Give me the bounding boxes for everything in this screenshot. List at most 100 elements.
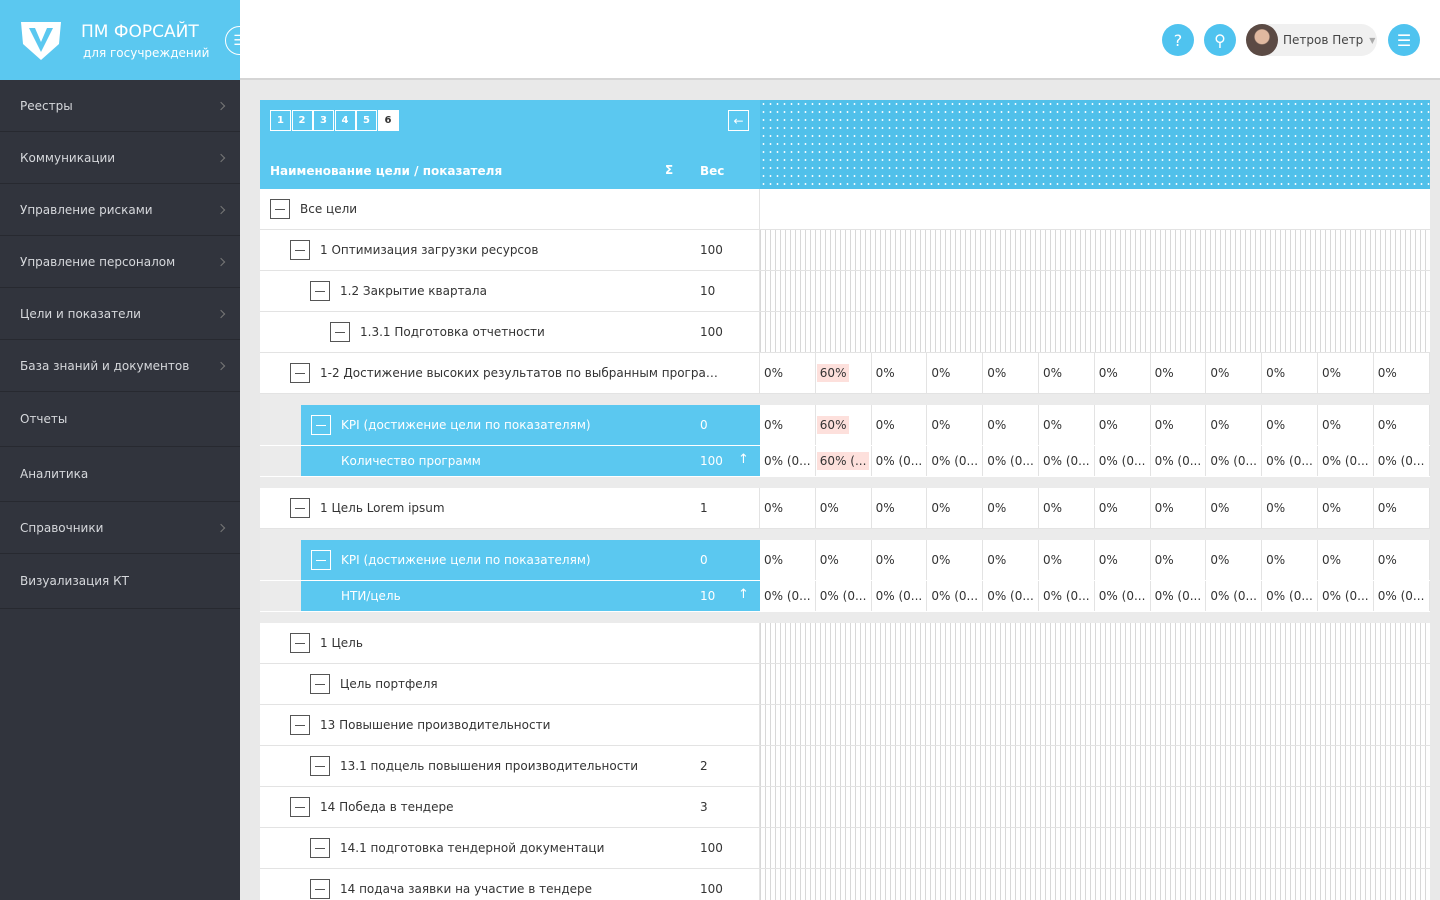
indicator-weight: 10	[700, 589, 716, 603]
cell-value: 0% (0...	[1210, 454, 1257, 468]
cell: 0%	[1262, 540, 1318, 580]
cell-value: 0% (0...	[1098, 454, 1146, 468]
tab[interactable]: 2	[291, 110, 313, 131]
goal-cell: 1-2 Достижение высоких результатов по вы…	[260, 353, 760, 393]
menu-item[interactable]: Цели и показатели	[0, 288, 240, 340]
cell: 0%	[1374, 488, 1430, 528]
menu-item[interactable]: База знаний и документов	[0, 340, 240, 392]
cell: 0%	[1039, 405, 1095, 445]
goal-row: Цель портфеля	[260, 664, 1430, 705]
toggle[interactable]	[310, 879, 330, 899]
tab[interactable]: 6	[377, 110, 399, 131]
menu-item[interactable]: Управление персоналом	[0, 236, 240, 288]
goal-row: 13.1 подцель повышения производительност…	[260, 746, 1430, 787]
menu-item[interactable]: Реестры	[0, 80, 240, 132]
cell-value: 0% (0...	[1098, 589, 1146, 603]
toggle[interactable]	[311, 415, 331, 435]
tab[interactable]: 1	[270, 110, 291, 131]
timeline	[760, 189, 1430, 229]
toggle[interactable]	[311, 550, 331, 570]
goal-name: 14 Победа в тендере	[320, 800, 454, 814]
user-menu[interactable]: Петров Петр ▼	[1246, 24, 1377, 56]
menu-item[interactable]: Управление рисками	[0, 184, 240, 236]
cell: 0%	[983, 540, 1039, 580]
toggle[interactable]	[290, 363, 310, 383]
goal-name: 14.1 подготовка тендерной документаци	[340, 841, 605, 855]
tab[interactable]: 5	[356, 110, 377, 131]
toggle[interactable]	[290, 498, 310, 518]
cell-value: 0%	[764, 501, 784, 515]
cell-value: 0%	[875, 553, 895, 567]
menu-item[interactable]: Отчеты	[0, 392, 240, 447]
cell: 0% (0...	[1318, 446, 1374, 476]
move-up[interactable]: ↑	[738, 452, 749, 467]
cell: 60%	[816, 405, 872, 445]
toggle[interactable]	[290, 240, 310, 260]
menu-item[interactable]: Справочники	[0, 502, 240, 554]
cell-value: 0% (0...	[764, 589, 811, 603]
timeline	[760, 828, 1430, 868]
cell: 0%	[1318, 353, 1374, 393]
timeline	[760, 705, 1430, 745]
cell-value: 0% (0...	[819, 589, 867, 603]
goal-cell: 14 подача заявки на участие в тендере 100	[260, 869, 760, 900]
cell-value: 0%	[764, 553, 784, 567]
cell: 0%	[1318, 540, 1374, 580]
toggle[interactable]	[290, 633, 310, 653]
indicator-cell: Количество программ 100 ↑	[260, 446, 760, 476]
toggle[interactable]	[290, 715, 310, 735]
toggle[interactable]	[310, 674, 330, 694]
goal-cell: 14.1 подготовка тендерной документаци 100	[260, 828, 760, 868]
cell: 0%	[1318, 405, 1374, 445]
indicator-row: НТИ/цель 10 ↑ 0% (0... 0% (0... 0% (0... 0% (0…	[260, 581, 1430, 612]
goal-cell: Цель портфеля	[260, 664, 760, 704]
cell-value: 0% (0...	[931, 589, 979, 603]
menu-item[interactable]: Визуализация КТ	[0, 554, 240, 609]
cell-value: 0%	[819, 553, 839, 567]
menu-item[interactable]: Коммуникации	[0, 132, 240, 184]
chevron	[216, 205, 226, 214]
cell: 0% (0...	[760, 581, 816, 611]
cell: 0%	[1039, 540, 1095, 580]
help-button[interactable]: ?	[1162, 24, 1194, 56]
goal-weight: 2	[700, 759, 708, 773]
toggle[interactable]	[270, 199, 290, 219]
menu-label: Аналитика	[20, 467, 89, 481]
cell: 0%	[1262, 353, 1318, 393]
goal-weight: 100	[700, 243, 723, 257]
timeline	[760, 271, 1430, 311]
toggle[interactable]	[310, 281, 330, 301]
tab[interactable]: 4	[334, 110, 356, 131]
goal-row: 1.3.1 Подготовка отчетности 100	[260, 312, 1430, 353]
menu-item[interactable]: Аналитика	[0, 447, 240, 502]
cell: 0% (0...	[816, 581, 872, 611]
tab[interactable]: 3	[313, 110, 334, 131]
menu-label: База знаний и документов	[20, 358, 190, 373]
goal-cell: 1 Оптимизация загрузки ресурсов 100	[260, 230, 760, 270]
cell: 60%	[816, 353, 872, 393]
cell-value: 0% (0...	[1266, 589, 1313, 603]
menu-label: Управление рисками	[20, 202, 153, 217]
logo-title: ПМ ФОРСАЙТ	[81, 22, 199, 42]
cell: 0% (0...	[1095, 581, 1151, 611]
goal-cell: 1.2 Закрытие квартала 10	[260, 271, 760, 311]
goal-cell: 14 Победа в тендере 3	[260, 787, 760, 827]
search-button[interactable]: ⚲	[1204, 24, 1236, 56]
cell: 0% (0...	[1039, 581, 1095, 611]
column-sum[interactable]: Σ	[665, 163, 674, 177]
toggle[interactable]	[330, 322, 350, 342]
cell-value: 0%	[1042, 418, 1063, 432]
menu-button[interactable]: ☰	[1388, 24, 1420, 56]
cell: 0%	[816, 540, 872, 580]
logo: ПМ ФОРСАЙТ для госучреждений ☰	[0, 0, 254, 80]
move-up[interactable]: ↑	[738, 587, 749, 602]
cell: 0%	[816, 488, 872, 528]
collapse-button[interactable]: ←	[728, 110, 749, 131]
toggle[interactable]	[290, 797, 310, 817]
cell: 0% (0...	[872, 446, 928, 476]
cell-value: 0%	[1377, 366, 1397, 380]
toggle[interactable]	[310, 838, 330, 858]
goal-row: 14 Победа в тендере 3	[260, 787, 1430, 828]
toggle[interactable]	[310, 756, 330, 776]
